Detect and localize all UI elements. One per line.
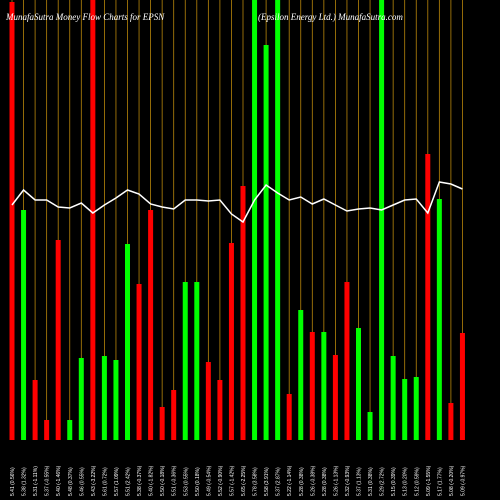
x-tick-label: 5.37 (-0.55%) (45, 465, 51, 496)
x-tick-label: 5.32 (-0.93%) (345, 465, 351, 496)
bar (298, 310, 304, 440)
bar (78, 358, 84, 440)
chart-subtitle: (Epsilon Energy Ltd.) MunafaSutra.com (258, 12, 403, 22)
bar (252, 0, 258, 440)
bar (263, 45, 269, 440)
x-tick-label: 5.31 (0.38%) (368, 467, 374, 496)
bar (9, 2, 15, 440)
bar (321, 332, 327, 440)
bar (55, 240, 61, 440)
x-tick-label: 5.38 (1.32%) (22, 467, 28, 496)
bar (67, 420, 73, 440)
x-tick-label: 5.40 (-1.46%) (56, 465, 62, 496)
x-tick-label: 5.15 (0.39%) (391, 467, 397, 496)
bar (402, 379, 408, 440)
bar (309, 332, 315, 440)
x-tick-label: 5.29 (2.72%) (380, 467, 386, 496)
bar (171, 390, 177, 440)
x-tick-label: 5.28 (0.38%) (299, 467, 305, 496)
x-tick-label: 5.57 (-1.42%) (229, 465, 235, 496)
x-tick-label: 5.41 (0.56%) (10, 467, 16, 496)
x-tick-label: 5.37 (1.13%) (357, 467, 363, 496)
bar (425, 154, 431, 440)
bar (205, 362, 211, 440)
bar (356, 328, 361, 440)
bar (367, 412, 373, 440)
bar (379, 0, 385, 440)
x-tick-label: 5.50 (-0.18%) (160, 465, 166, 496)
bar (275, 0, 281, 440)
bar (390, 356, 396, 440)
x-tick-label: 5.51 (-0.36%) (172, 465, 178, 496)
x-tick-label: 5.37 (2.87%) (276, 467, 282, 496)
x-tick-label: 5.46 (0.55%) (79, 467, 85, 496)
bar (182, 282, 188, 440)
bar (101, 356, 107, 440)
x-tick-label: 5.53 (0.55%) (183, 467, 189, 496)
bar (286, 394, 292, 440)
bar (194, 282, 200, 440)
bar (44, 420, 50, 440)
bar (332, 355, 338, 440)
chart-title: MunafaSutra Money Flow Charts for EPSN (5, 12, 165, 22)
bar (125, 244, 130, 440)
x-tick-label: 5.38 (-0.37%) (137, 465, 143, 496)
x-tick-label: 5.31 (-1.11%) (33, 466, 39, 496)
x-tick-label: 5.50 (0.18%) (195, 467, 201, 496)
bar (413, 377, 419, 440)
x-tick-label: 5.09 (-1.55%) (426, 465, 432, 496)
bar (436, 199, 442, 440)
bar (217, 380, 223, 440)
x-tick-label: 5.57 (1.09%) (114, 467, 120, 496)
x-tick-label: 5.51 (2.42%) (126, 467, 132, 496)
bar (90, 0, 96, 440)
x-tick-label: 5.61 (0.72%) (102, 467, 108, 496)
x-tick-label: 5.58 (3.91%) (264, 467, 270, 496)
x-tick-label: 5.78 (3.58%) (253, 467, 259, 496)
bar (228, 243, 234, 440)
x-tick-label: 5.26 (-0.38%) (310, 465, 316, 496)
x-tick-label: 5.26 (-1.13%) (333, 465, 339, 496)
bar (344, 282, 350, 440)
x-tick-label: 5.43 (-3.22%) (91, 465, 97, 496)
x-tick-label: 5.22 (-1.14%) (287, 465, 293, 496)
bar (21, 210, 27, 440)
x-tick-label: 5.48 (0.37%) (68, 467, 74, 496)
bar (136, 284, 142, 440)
x-tick-label: 5.40 (-1.82%) (149, 465, 155, 496)
bar (448, 403, 454, 440)
x-tick-label: 5.13 (0.20%) (403, 467, 409, 496)
bar (459, 333, 465, 440)
bar (159, 407, 165, 440)
x-tick-label: 5.49 (-0.54%) (206, 465, 212, 496)
x-tick-label: 5.08 (-0.20%) (449, 465, 455, 496)
bar (113, 360, 119, 440)
x-tick-label: 5.12 (0.59%) (414, 467, 420, 496)
x-tick-label: 5.17 (1.77%) (437, 467, 443, 496)
bar (32, 380, 38, 440)
x-tick-label: 5.09 (-0.97%) (460, 465, 466, 496)
money-flow-line (11, 181, 463, 224)
x-tick-label: 5.28 (0.38%) (322, 467, 328, 496)
x-tick-label: 5.65 (-2.25%) (241, 465, 247, 496)
x-tick-label: 5.52 (-0.90%) (218, 465, 224, 496)
bar (240, 186, 246, 440)
bar (148, 210, 154, 440)
